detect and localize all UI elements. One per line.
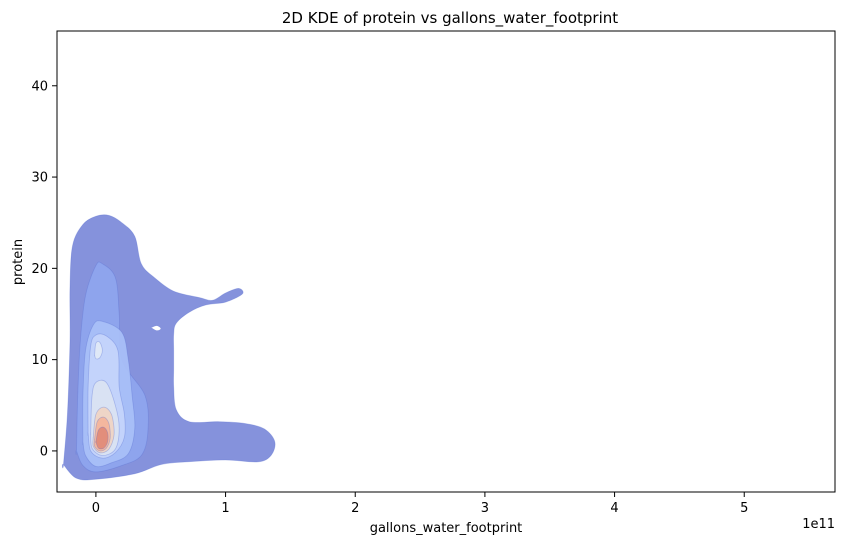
chart-title: 2D KDE of protein vs gallons_water_footp… — [282, 9, 618, 28]
x-tick-label: 2 — [351, 501, 359, 516]
x-axis-label: gallons_water_footprint — [370, 521, 523, 536]
plot-frame — [56, 30, 836, 493]
x-offset-label: 1e11 — [802, 517, 835, 532]
kde-contour-level-8 — [95, 426, 109, 450]
y-tick-label: 10 — [31, 353, 48, 368]
y-axis: 0 10 20 30 40 — [31, 79, 57, 459]
x-tick-label: 3 — [481, 501, 489, 516]
y-tick-label: 0 — [40, 444, 48, 459]
y-tick-label: 20 — [31, 262, 48, 277]
plot-area — [61, 214, 276, 481]
kde-contour-gap — [151, 325, 161, 331]
y-axis-label: protein — [11, 239, 26, 285]
x-axis: 0 1 2 3 4 5 — [92, 492, 748, 516]
x-tick-label: 1 — [221, 501, 229, 516]
y-tick-label: 40 — [31, 79, 48, 94]
x-tick-label: 4 — [610, 501, 618, 516]
y-tick-label: 30 — [31, 171, 48, 186]
kde-contour-inner-peak — [94, 341, 103, 360]
x-tick-label: 5 — [740, 501, 748, 516]
x-tick-label: 0 — [92, 501, 100, 516]
